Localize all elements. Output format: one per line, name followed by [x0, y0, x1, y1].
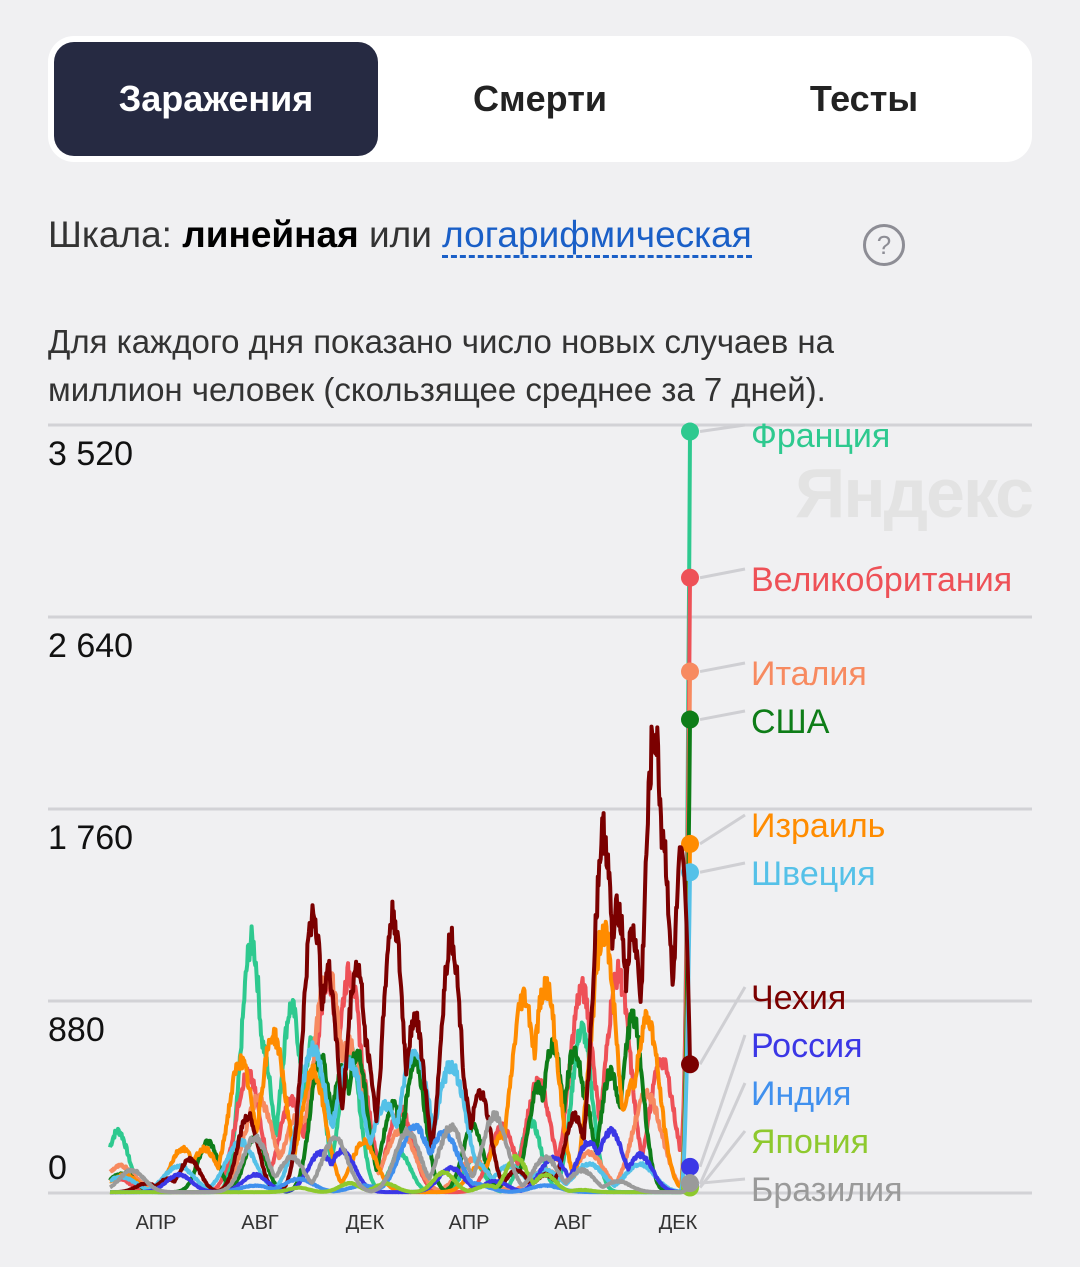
y-tick-label: 880 [48, 1011, 105, 1049]
x-tick-label: ДЕК [346, 1212, 385, 1234]
x-tick-label: АВГ [554, 1212, 592, 1234]
label-connector [699, 423, 746, 434]
series-label[interactable]: Япония [751, 1123, 869, 1161]
label-connector [698, 986, 747, 1066]
scale-selector: Шкала: линейная или логарифмическая [48, 214, 752, 258]
label-connector [698, 1130, 747, 1189]
series-label[interactable]: США [751, 703, 830, 741]
label-connector [699, 709, 746, 722]
label-connector [698, 1082, 747, 1185]
x-tick-label: АВГ [241, 1212, 279, 1234]
x-tick-label: АПР [136, 1212, 177, 1234]
series-line [108, 724, 692, 1195]
y-tick-label: 2 640 [48, 627, 133, 665]
tab-infections[interactable]: Заражения [54, 42, 378, 156]
label-connector [699, 813, 746, 846]
series-label[interactable]: Франция [751, 417, 890, 455]
series-endpoint [681, 662, 699, 681]
series-endpoint [681, 422, 699, 441]
series-endpoint [681, 1055, 699, 1074]
series-endpoint [681, 710, 699, 729]
y-tick-label: 1 760 [48, 819, 133, 857]
scale-linear-option[interactable]: линейная [182, 214, 359, 255]
series-label[interactable]: Великобритания [751, 561, 1012, 599]
label-connector [699, 661, 746, 674]
series-endpoint [681, 1157, 699, 1176]
tab-tests[interactable]: Тесты [809, 78, 919, 119]
scale-prefix: Шкала: [48, 214, 172, 255]
series-line [108, 1110, 692, 1195]
series-line [108, 872, 692, 1194]
series-label[interactable]: Россия [751, 1027, 863, 1065]
label-connector [699, 1177, 746, 1185]
y-tick-label: 0 [48, 1149, 67, 1187]
series-label[interactable]: Израиль [751, 807, 885, 845]
scale-log-option[interactable]: логарифмическая [442, 214, 752, 258]
series-label[interactable]: Швеция [751, 855, 876, 893]
chart-description: Для каждого дня показано число новых слу… [48, 323, 834, 408]
series-label[interactable]: Чехия [751, 979, 846, 1017]
series-label[interactable]: Италия [751, 655, 867, 693]
series-endpoint [681, 834, 699, 853]
x-tick-label: АПР [449, 1212, 490, 1234]
help-icon[interactable]: ? [863, 224, 905, 266]
series-endpoint [681, 568, 699, 587]
tab-deaths[interactable]: Смерти [473, 78, 607, 119]
metric-tabs: Заражения Смерти Тесты [48, 36, 1032, 162]
series-label[interactable]: Индия [751, 1075, 851, 1113]
x-tick-label: ДЕК [659, 1212, 698, 1234]
yandex-watermark: Яндекс [795, 454, 1032, 532]
label-connector [699, 567, 746, 580]
scale-or-text: или [368, 214, 432, 255]
y-tick-label: 3 520 [48, 435, 133, 473]
label-connector [699, 861, 746, 874]
series-endpoint [681, 1174, 699, 1193]
label-connector [698, 1034, 747, 1168]
series-label[interactable]: Бразилия [751, 1171, 903, 1209]
